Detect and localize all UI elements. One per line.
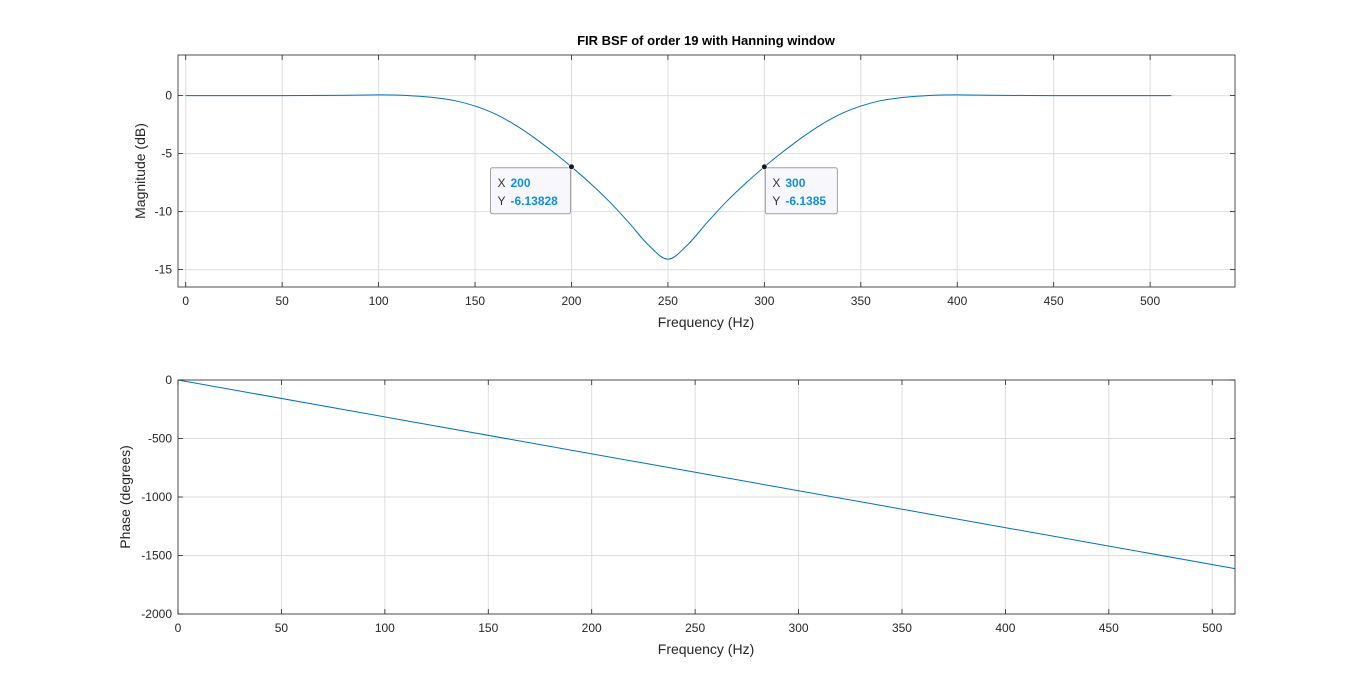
magnitude-datatips: X 200 Y -6.13828 X 300 Y -6.1385 (489, 163, 838, 215)
datatip-y-label: Y (772, 194, 780, 208)
ax1-xtick-label: 100 (369, 294, 389, 308)
phase-xlabel: Frequency (Hz) (658, 641, 754, 657)
ax1-xtick-label: 500 (1140, 294, 1160, 308)
datatip-y-value: -6.1385 (785, 194, 826, 208)
datatip-marker[interactable] (568, 163, 575, 170)
ax2-xtick-label: 450 (1099, 621, 1119, 635)
datatip-x-value: 300 (785, 176, 805, 190)
ax1-xtick-label: 250 (658, 294, 678, 308)
ax1-xtick-label: 350 (851, 294, 871, 308)
ax2-ytick-label: -1000 (141, 490, 172, 504)
ax2-ytick-label: -2000 (141, 607, 172, 621)
ax2-xtick-label: 150 (478, 621, 498, 635)
ax2-ytick-label: 0 (165, 373, 172, 387)
datatip-y-label: Y (497, 194, 505, 208)
magnitude-series-line[interactable] (185, 94, 1172, 260)
ax1-xtick-label: 450 (1044, 294, 1064, 308)
ax2-xtick-label: 200 (582, 621, 602, 635)
ax1-ytick-label: -15 (155, 263, 173, 277)
magnitude-title: FIR BSF of order 19 with Hanning window (577, 33, 836, 48)
ax2-xtick-label: 250 (685, 621, 705, 635)
ax1-ytick-label: -5 (161, 147, 172, 161)
datatip-x-value: 200 (510, 176, 530, 190)
magnitude-plot-area[interactable] (178, 55, 1235, 287)
ax1-xtick-label: 400 (947, 294, 967, 308)
ax1-xtick-label: 50 (275, 294, 289, 308)
ax2-xtick-label: 350 (892, 621, 912, 635)
phase-axes: 0 50 100 150 200 250 300 350 400 450 500 0 -500 -1000… (117, 373, 1236, 657)
datatip-box (489, 167, 571, 215)
datatip-200[interactable]: X 200 Y -6.13828 (489, 163, 575, 215)
ax2-xtick-label: 100 (375, 621, 395, 635)
ax2-xtick-label: 400 (995, 621, 1015, 635)
datatip-marker[interactable] (761, 163, 768, 170)
ax2-xtick-label: 0 (175, 621, 182, 635)
ax2-ytick-label: -500 (148, 432, 172, 446)
phase-tick-labels: 0 50 100 150 200 250 300 350 400 450 500 0 -500 -1000… (141, 373, 1235, 635)
ax2-ytick-label: -1500 (141, 549, 172, 563)
phase-series-line[interactable] (177, 379, 1236, 570)
phase-ylabel: Phase (degrees) (117, 445, 133, 549)
datatip-x-label: X (497, 176, 505, 190)
datatip-box (764, 167, 838, 215)
datatip-y-value: -6.13828 (510, 194, 558, 208)
ax2-xtick-label: 300 (789, 621, 809, 635)
ax1-xtick-label: 200 (561, 294, 581, 308)
magnitude-xlabel: Frequency (Hz) (658, 314, 754, 330)
magnitude-axes: 0 50 100 150 200 250 300 350 400 450 5000-5-10-15 … (132, 33, 1236, 330)
datatip-300[interactable]: X 300 Y -6.1385 (761, 163, 838, 215)
ax1-xtick-label: 150 (465, 294, 485, 308)
ax1-ytick-label: 0 (165, 89, 172, 103)
ax2-xtick-label: 50 (275, 621, 289, 635)
ax2-xtick-label: 500 (1202, 621, 1222, 635)
ax1-xtick-label: 300 (754, 294, 774, 308)
phase-axes-box (177, 379, 1236, 615)
magnitude-tick-labels: 0 50 100 150 200 250 300 350 400 450 500 0 -5 -10 -15 (155, 55, 1235, 308)
datatip-x-label: X (772, 176, 780, 190)
ax1-ytick-label: -10 (155, 205, 173, 219)
magnitude-ylabel: Magnitude (dB) (132, 123, 148, 219)
magnitude-axes-box (177, 54, 1236, 288)
ax1-xtick-label: 0 (182, 294, 189, 308)
